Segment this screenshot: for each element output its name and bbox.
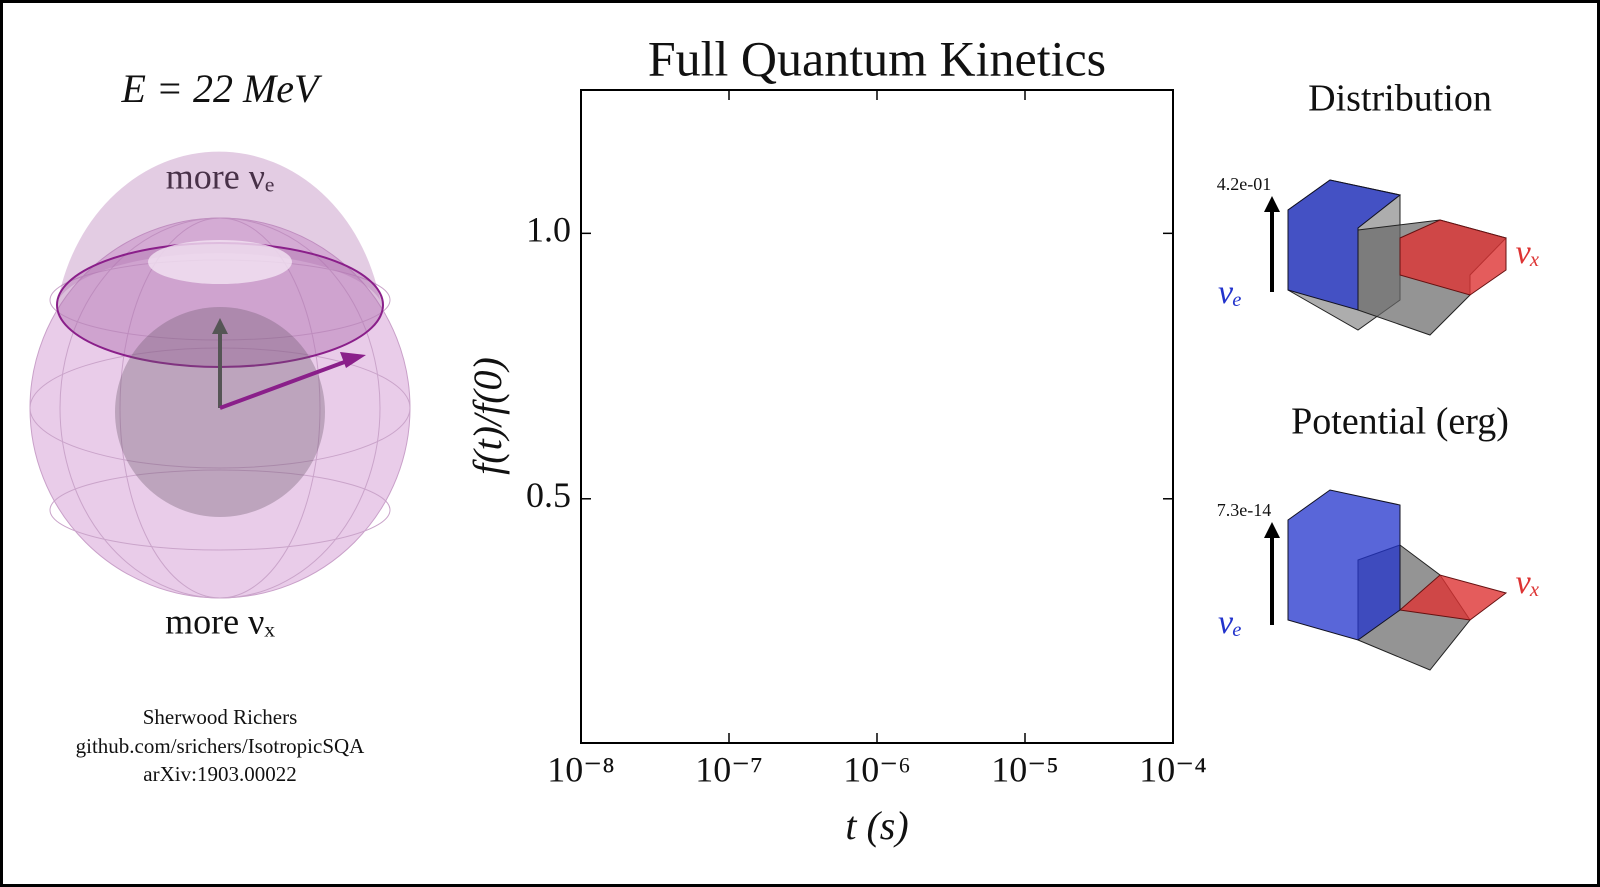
nu-x-label: νₓ <box>1516 564 1541 601</box>
x-tick-label: 10⁻⁷ <box>695 749 763 789</box>
sphere-top-label: more νₑ <box>166 156 274 196</box>
nu-e-label: νₑ <box>1218 604 1242 641</box>
bloch-sphere <box>29 151 411 599</box>
x-tick-label: 10⁻⁵ <box>991 749 1059 789</box>
scale-label: 4.2e-01 <box>1217 174 1271 194</box>
x-tick-label: 10⁻⁴ <box>1139 749 1207 789</box>
credit-line: github.com/srichers/IsotropicSQA <box>76 734 366 758</box>
energy-label: E = 22 MeV <box>121 66 324 111</box>
y-axis-label: f(t)/f(0) <box>465 357 510 475</box>
nu-e-label: νₑ <box>1218 274 1242 311</box>
nu-x-label: νₓ <box>1516 234 1541 271</box>
chart-title: Full Quantum Kinetics <box>648 30 1106 86</box>
x-axis-label: t (s) <box>845 803 908 848</box>
panel-title: Distribution <box>1308 78 1492 120</box>
x-tick-label: 10⁻⁶ <box>843 749 911 789</box>
distribution-panel: Distribution 4.2e-01 νₑ νₓ <box>1217 78 1541 336</box>
y-tick-label: 1.0 <box>526 210 571 250</box>
panel-title: Potential (erg) <box>1291 401 1509 443</box>
scale-label: 7.3e-14 <box>1217 500 1271 520</box>
potential-panel: Potential (erg) 7.3e-14 νₑ νₓ <box>1217 401 1541 671</box>
x-tick-label: 10⁻⁸ <box>547 749 615 789</box>
credit-line: arXiv:1903.00022 <box>143 762 296 786</box>
credit-line: Sherwood Richers <box>143 705 298 729</box>
sphere-bottom-label: more νₓ <box>165 601 275 641</box>
y-tick-label: 0.5 <box>526 475 571 515</box>
